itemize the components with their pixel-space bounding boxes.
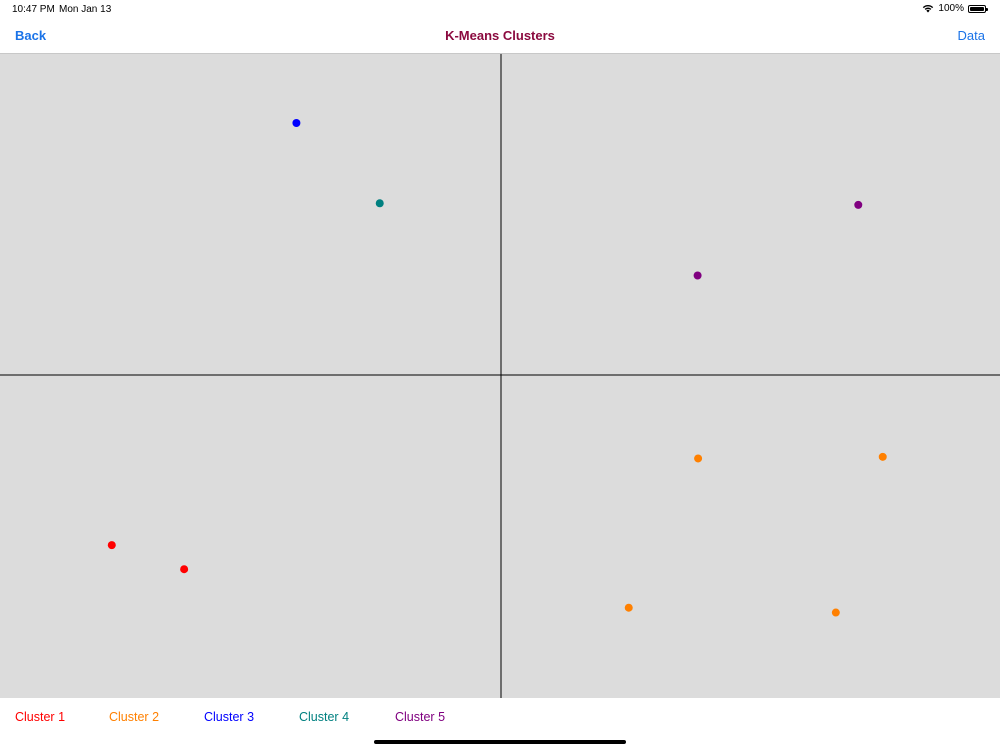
status-indicators: 100%	[922, 3, 988, 14]
cluster-legend: Cluster 1 Cluster 2 Cluster 3 Cluster 4 Clus…	[0, 698, 1000, 736]
status-time: 10:47 PM	[12, 4, 55, 15]
data-point-cluster-1-1[interactable]	[107, 541, 116, 550]
legend-item-cluster-3[interactable]: Cluster 3	[204, 710, 255, 724]
legend-item-cluster-2[interactable]: Cluster 2	[109, 710, 160, 724]
navigation-bar: Back K-Means Clusters Data	[0, 18, 1000, 54]
data-point-cluster-3-1[interactable]	[292, 119, 301, 128]
data-point-cluster-1-2[interactable]	[180, 565, 189, 574]
data-point-cluster-4-1[interactable]	[375, 199, 384, 208]
data-point-cluster-2-2[interactable]	[878, 452, 887, 461]
page-title: K-Means Clusters	[445, 28, 555, 43]
wifi-icon	[922, 4, 934, 13]
status-bar: 10:47 PM Mon Jan 13 100%	[0, 0, 1000, 18]
data-point-cluster-5-1[interactable]	[693, 271, 702, 280]
data-button[interactable]: Data	[957, 28, 985, 43]
data-point-cluster-2-1[interactable]	[694, 454, 703, 463]
scatter-plot	[0, 54, 1000, 698]
data-point-cluster-2-3[interactable]	[624, 603, 633, 612]
legend-item-cluster-4[interactable]: Cluster 4	[299, 710, 350, 724]
scatter-plot-svg	[0, 54, 1000, 698]
data-point-cluster-5-2[interactable]	[854, 200, 863, 209]
battery-icon	[968, 4, 988, 13]
legend-item-cluster-1[interactable]: Cluster 1	[15, 710, 66, 724]
data-point-cluster-2-4[interactable]	[831, 608, 840, 617]
status-date: Mon Jan 13	[59, 4, 112, 15]
battery-level	[970, 6, 984, 11]
legend-item-cluster-5[interactable]: Cluster 5	[395, 710, 446, 724]
battery-percentage: 100%	[938, 3, 964, 14]
home-indicator[interactable]	[374, 740, 626, 744]
back-button[interactable]: Back	[15, 28, 47, 43]
